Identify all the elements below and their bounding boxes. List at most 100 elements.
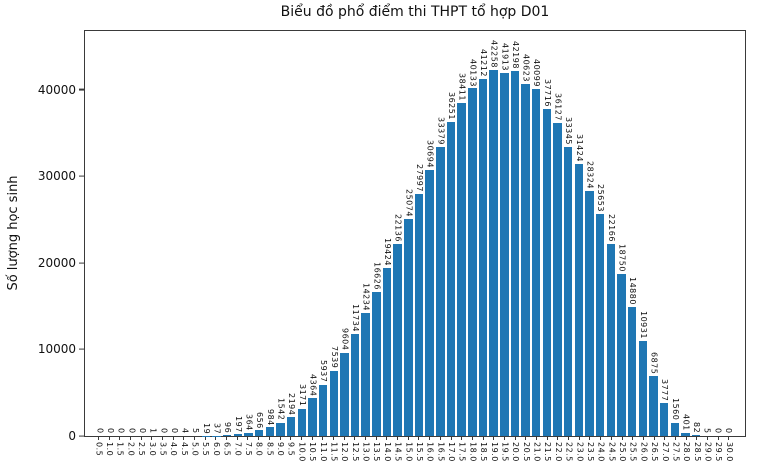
bar bbox=[681, 432, 690, 436]
x-tick-label: 4.0 bbox=[169, 442, 179, 457]
x-tick-label: 29.5 bbox=[714, 442, 724, 462]
bar-value-label: 30694 bbox=[425, 140, 435, 169]
x-tick-label: 1.0 bbox=[105, 442, 115, 457]
bar-slot: 33379 bbox=[435, 31, 446, 436]
x-tick-label: 28.5 bbox=[692, 442, 702, 462]
x-tick-label: 23.5 bbox=[585, 442, 595, 462]
bar-slot: 984 bbox=[265, 31, 276, 436]
bar-slot: 33345 bbox=[563, 31, 574, 436]
y-tick-mark bbox=[79, 89, 84, 91]
y-axis-label: Số lượng học sinh bbox=[6, 175, 21, 291]
x-tick-label: 1.5 bbox=[115, 442, 125, 457]
bar-value-label: 33379 bbox=[436, 117, 446, 145]
bar bbox=[254, 430, 264, 436]
bar bbox=[510, 70, 520, 436]
bar-slot: 3171 bbox=[296, 31, 307, 436]
bar-value-label: 3171 bbox=[297, 384, 307, 407]
x-tick: 26.5 bbox=[649, 437, 660, 462]
x-tick-label: 27.5 bbox=[671, 442, 681, 462]
x-tick: 15.5 bbox=[414, 437, 425, 462]
x-tick-label: 14.5 bbox=[393, 442, 403, 462]
x-tick-label: 24.5 bbox=[607, 442, 617, 462]
y-tick-mark bbox=[79, 175, 84, 177]
x-tick: 27.0 bbox=[659, 437, 670, 462]
x-tick: 25.5 bbox=[627, 437, 638, 462]
bar-value-label: 40133 bbox=[468, 58, 478, 87]
bar-value-label: 42198 bbox=[510, 40, 520, 69]
bar bbox=[297, 408, 307, 436]
bar-value-label: 5 bbox=[702, 428, 712, 434]
x-tick: 7.0 bbox=[232, 437, 243, 462]
x-tick: 26.0 bbox=[638, 437, 649, 462]
bar bbox=[468, 88, 477, 436]
x-tick-mark bbox=[268, 437, 270, 440]
x-tick-mark bbox=[450, 437, 452, 440]
x-tick: 23.0 bbox=[574, 437, 585, 462]
bar-slot: 0 bbox=[158, 31, 169, 436]
bar-value-label: 5 bbox=[191, 428, 201, 434]
bar-slot: 22136 bbox=[392, 31, 403, 436]
x-tick-label: 14.0 bbox=[382, 442, 392, 462]
bar-value-label: 0 bbox=[713, 428, 723, 434]
bar-slot: 37716 bbox=[542, 31, 553, 436]
x-tick-mark bbox=[290, 437, 292, 440]
x-tick: 7.5 bbox=[243, 437, 254, 462]
bar-value-label: 96 bbox=[223, 421, 233, 434]
bar-slot: 40133 bbox=[467, 31, 478, 436]
x-tick-label: 25.0 bbox=[618, 442, 628, 462]
bar-value-label: 38411 bbox=[457, 73, 467, 102]
x-tick-mark bbox=[226, 437, 228, 440]
bar bbox=[553, 123, 562, 436]
bar-slot: 5 bbox=[190, 31, 201, 436]
x-tick-label: 5.5 bbox=[201, 442, 211, 457]
x-tick: 18.5 bbox=[478, 437, 489, 462]
bar-value-label: 0 bbox=[159, 428, 169, 434]
x-tick: 15.0 bbox=[403, 437, 414, 462]
x-tick-label: 26.5 bbox=[650, 442, 660, 462]
x-tick-mark bbox=[183, 437, 185, 440]
x-tick: 17.5 bbox=[456, 437, 467, 462]
x-tick-mark bbox=[247, 437, 249, 440]
x-tick-label: 7.5 bbox=[243, 442, 253, 457]
x-tick: 18.0 bbox=[467, 437, 478, 462]
x-tick-mark bbox=[236, 437, 238, 440]
bar-value-label: 364 bbox=[244, 414, 254, 431]
x-tick-label: 8.5 bbox=[265, 442, 275, 457]
x-tick-mark bbox=[482, 437, 484, 440]
x-tick: 20.5 bbox=[521, 437, 532, 462]
bar-value-label: 6875 bbox=[649, 352, 659, 375]
x-tick-mark bbox=[161, 437, 163, 440]
x-tick-label: 6.5 bbox=[222, 442, 232, 457]
bar-value-label: 40099 bbox=[532, 58, 542, 87]
x-tick-label: 22.5 bbox=[564, 442, 574, 462]
y-tick-label: 20000 bbox=[37, 255, 76, 270]
bar bbox=[361, 312, 370, 436]
bar-value-label: 0 bbox=[169, 428, 179, 434]
x-tick-mark bbox=[119, 437, 121, 440]
bar bbox=[478, 79, 488, 436]
x-tick: 29.5 bbox=[713, 437, 724, 462]
bar-slot: 18750 bbox=[616, 31, 627, 436]
bar-value-label: 1542 bbox=[276, 398, 286, 421]
bar-slot: 0 bbox=[169, 31, 180, 436]
bar-value-label: 11734 bbox=[351, 304, 361, 333]
bar-value-label: 33345 bbox=[564, 117, 574, 146]
x-tick-label: 9.0 bbox=[276, 442, 286, 457]
y-tick-mark bbox=[79, 348, 84, 350]
x-tick: 14.0 bbox=[382, 437, 393, 462]
bar-slot: 30694 bbox=[424, 31, 435, 436]
bar-value-label: 0 bbox=[105, 428, 115, 434]
x-tick-mark bbox=[600, 437, 602, 440]
x-tick: 28.5 bbox=[692, 437, 703, 462]
x-tick-label: 13.0 bbox=[361, 442, 371, 462]
bar bbox=[595, 213, 605, 436]
x-tick-mark bbox=[642, 437, 644, 440]
x-tick-label: 30.0 bbox=[724, 442, 734, 462]
bar-slot: 5 bbox=[701, 31, 712, 436]
x-tick-mark bbox=[503, 437, 505, 440]
bar-value-label: 36251 bbox=[446, 92, 456, 121]
x-tick-label: 27.0 bbox=[660, 442, 670, 462]
x-tick-label: 23.0 bbox=[575, 442, 585, 462]
x-tick-mark bbox=[343, 437, 345, 440]
